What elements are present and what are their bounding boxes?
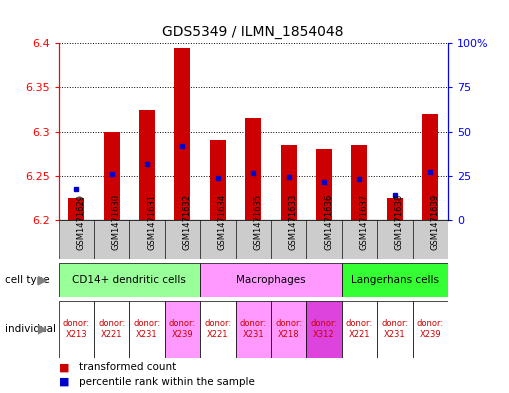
Bar [351, 145, 367, 220]
Bar [210, 141, 226, 220]
Bar [306, 301, 342, 358]
Text: Langerhans cells: Langerhans cells [351, 275, 439, 285]
Text: CD14+ dendritic cells: CD14+ dendritic cells [72, 275, 186, 285]
Text: GSM1471630: GSM1471630 [111, 194, 121, 250]
Bar [412, 220, 448, 259]
Text: donor:
X221: donor: X221 [346, 319, 373, 339]
Text: GSM1471637: GSM1471637 [359, 194, 369, 250]
Text: donor:
X221: donor: X221 [204, 319, 232, 339]
Text: individual: individual [5, 324, 56, 334]
Bar [306, 220, 342, 259]
Text: ▶: ▶ [39, 274, 48, 286]
Text: ■: ■ [59, 362, 69, 373]
Bar [94, 301, 129, 358]
Bar [59, 301, 94, 358]
Text: GSM1471632: GSM1471632 [182, 194, 191, 250]
Bar [342, 220, 377, 259]
Bar [236, 220, 271, 259]
Bar [377, 301, 412, 358]
Text: donor:
X221: donor: X221 [98, 319, 125, 339]
Bar [68, 198, 84, 220]
Bar [342, 301, 377, 358]
Text: cell type: cell type [5, 275, 50, 285]
Bar [59, 263, 200, 297]
Bar [139, 110, 155, 220]
Bar [422, 114, 438, 220]
Bar [175, 48, 190, 220]
Bar [271, 301, 306, 358]
Text: donor:
X231: donor: X231 [240, 319, 267, 339]
Text: donor:
X239: donor: X239 [417, 319, 444, 339]
Bar [387, 198, 403, 220]
Text: GSM1471634: GSM1471634 [218, 194, 227, 250]
Text: GSM1471633: GSM1471633 [289, 194, 298, 250]
Bar [165, 301, 200, 358]
Text: ■: ■ [59, 377, 69, 387]
Text: GSM1471636: GSM1471636 [324, 194, 333, 250]
Bar [280, 145, 297, 220]
Text: donor:
X218: donor: X218 [275, 319, 302, 339]
Bar [129, 220, 165, 259]
Text: donor:
X231: donor: X231 [133, 319, 161, 339]
Text: ▶: ▶ [39, 323, 48, 336]
Text: donor:
X312: donor: X312 [310, 319, 337, 339]
Bar [377, 220, 412, 259]
Bar [200, 301, 236, 358]
Bar [412, 301, 448, 358]
Bar [200, 263, 342, 297]
Text: Macrophages: Macrophages [236, 275, 306, 285]
Bar [316, 149, 332, 220]
Bar [271, 220, 306, 259]
Text: percentile rank within the sample: percentile rank within the sample [79, 377, 255, 387]
Bar [245, 118, 261, 220]
Bar [104, 132, 120, 220]
Text: donor:
X239: donor: X239 [169, 319, 196, 339]
Bar [94, 220, 129, 259]
Bar [200, 220, 236, 259]
Bar [129, 301, 165, 358]
Text: donor:
X213: donor: X213 [63, 319, 90, 339]
Text: GSM1471635: GSM1471635 [253, 194, 262, 250]
Bar [165, 220, 200, 259]
Bar [59, 220, 94, 259]
Bar [342, 263, 448, 297]
Text: GSM1471629: GSM1471629 [76, 194, 85, 250]
Bar [236, 301, 271, 358]
Title: GDS5349 / ILMN_1854048: GDS5349 / ILMN_1854048 [162, 26, 344, 39]
Text: GSM1471638: GSM1471638 [395, 194, 404, 250]
Text: GSM1471631: GSM1471631 [147, 194, 156, 250]
Text: donor:
X231: donor: X231 [381, 319, 408, 339]
Text: GSM1471639: GSM1471639 [430, 194, 439, 250]
Text: transformed count: transformed count [79, 362, 176, 373]
